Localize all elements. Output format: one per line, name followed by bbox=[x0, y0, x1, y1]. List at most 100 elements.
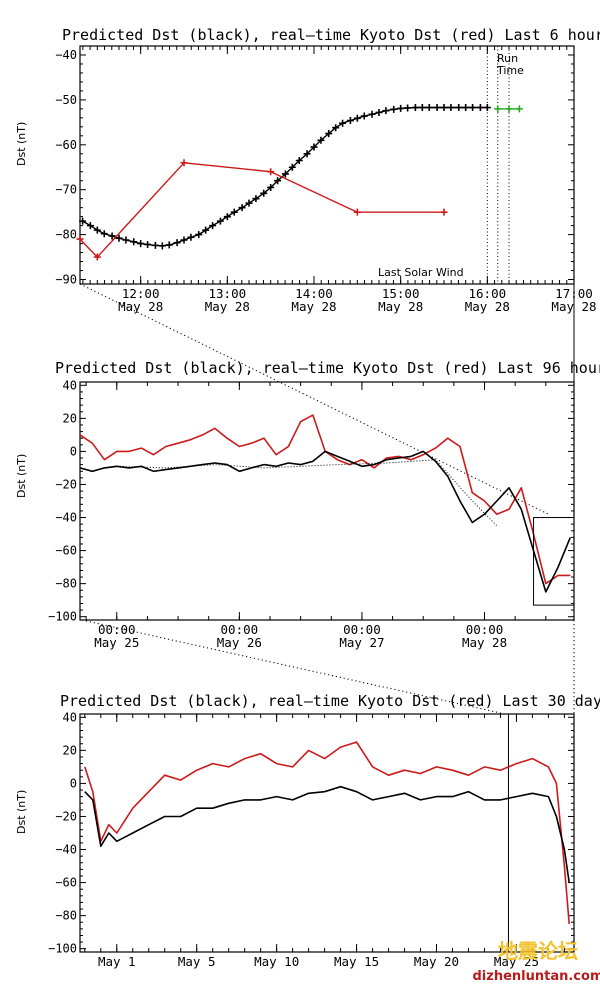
data-point bbox=[382, 107, 390, 115]
data-point bbox=[151, 241, 159, 249]
series-line-predicted-dst bbox=[79, 450, 572, 593]
y-ticks: −90 −80 −70 −60 −50 −40 bbox=[55, 48, 574, 287]
x-tick-sublabel: May 28 bbox=[378, 299, 423, 314]
data-point bbox=[440, 208, 448, 216]
panel-last-96-hours: Predicted Dst (black), real—time Kyoto D… bbox=[15, 359, 600, 650]
x-tick-label: 17:00 bbox=[555, 286, 593, 301]
x-tick-sublabel: May 28 bbox=[118, 299, 163, 314]
y-tick-label: −60 bbox=[55, 876, 77, 890]
y-tick-label: 20 bbox=[63, 743, 77, 757]
x-tick-label: 12:00 bbox=[122, 286, 160, 301]
panel-title: Predicted Dst (black), real—time Kyoto D… bbox=[55, 359, 600, 377]
y-tick-label: −90 bbox=[55, 273, 77, 287]
data-point bbox=[86, 222, 94, 230]
y-tick-label: −40 bbox=[55, 48, 77, 62]
data-point bbox=[238, 204, 246, 212]
x-tick-sublabel: May 28 bbox=[462, 635, 507, 650]
series bbox=[79, 414, 572, 593]
data-point bbox=[346, 117, 354, 125]
x-tick-label: May 10 bbox=[254, 954, 299, 969]
y-tick-label: −100 bbox=[48, 610, 77, 624]
data-point bbox=[93, 226, 101, 234]
y-axis-label: Dst (nT) bbox=[15, 122, 28, 166]
run-time-label-2: Time bbox=[496, 64, 524, 77]
data-point bbox=[310, 143, 318, 151]
y-axis-label: Dst (nT) bbox=[15, 790, 28, 834]
series-line-kyoto-dst bbox=[84, 741, 570, 924]
data-point bbox=[469, 104, 477, 112]
y-tick-label: −100 bbox=[48, 942, 77, 956]
data-point bbox=[339, 119, 347, 127]
watermark: 地震论坛 dizhenluntan.com bbox=[473, 939, 600, 984]
x-tick-label: 00:00 bbox=[343, 622, 381, 637]
data-point bbox=[223, 213, 231, 221]
y-tick-label: 20 bbox=[63, 411, 77, 425]
data-point bbox=[447, 104, 455, 112]
data-point bbox=[267, 168, 275, 176]
data-point bbox=[180, 159, 188, 167]
data-point bbox=[209, 222, 217, 230]
data-point bbox=[317, 136, 325, 144]
data-point bbox=[216, 217, 224, 225]
x-tick-label: 13:00 bbox=[209, 286, 247, 301]
y-tick-label: 0 bbox=[70, 444, 77, 458]
data-point bbox=[360, 112, 368, 120]
x-tick-sublabel: May 27 bbox=[339, 635, 384, 650]
x-tick-sublabel: May 28 bbox=[205, 299, 250, 314]
panel-title: Predicted Dst (black), real—time Kyoto D… bbox=[62, 26, 600, 44]
data-point bbox=[325, 130, 333, 138]
data-point bbox=[173, 239, 181, 247]
y-tick-label: 40 bbox=[63, 710, 77, 724]
data-point bbox=[130, 238, 138, 246]
data-point bbox=[281, 170, 289, 178]
panel-last-30-days: Predicted Dst (black), real—time Kyoto D… bbox=[15, 692, 600, 969]
data-point bbox=[93, 253, 101, 261]
x-ticks: May 1 May 5 May 10 May 15 May 20 May 25 bbox=[84, 714, 565, 969]
data-point bbox=[260, 189, 268, 197]
data-point bbox=[425, 104, 433, 112]
data-point bbox=[483, 104, 491, 112]
time-markers bbox=[486, 46, 510, 284]
data-point bbox=[515, 105, 523, 113]
data-point bbox=[288, 163, 296, 171]
data-point bbox=[353, 114, 361, 122]
y-axis-label: Dst (nT) bbox=[15, 454, 28, 498]
data-point bbox=[404, 104, 412, 112]
data-point bbox=[267, 183, 275, 191]
x-tick-label: 00:00 bbox=[466, 622, 504, 637]
data-point bbox=[411, 104, 419, 112]
watermark-title: 地震论坛 bbox=[498, 939, 578, 963]
y-ticks: −100 −80 −60 −40 −20 0 20 40 bbox=[48, 378, 574, 624]
x-tick-sublabel: May 25 bbox=[94, 635, 139, 650]
y-tick-label: −60 bbox=[55, 544, 77, 558]
data-point bbox=[274, 177, 282, 185]
data-point bbox=[144, 240, 152, 248]
y-tick-label: −80 bbox=[55, 228, 77, 242]
data-point bbox=[494, 105, 502, 113]
data-point bbox=[245, 199, 253, 207]
y-tick-label: −70 bbox=[55, 183, 77, 197]
y-tick-label: 40 bbox=[63, 378, 77, 392]
y-tick-label: −20 bbox=[55, 809, 77, 823]
data-point bbox=[100, 230, 108, 238]
data-point bbox=[137, 240, 145, 248]
data-point bbox=[353, 208, 361, 216]
data-point bbox=[390, 105, 398, 113]
data-point bbox=[368, 110, 376, 118]
data-point bbox=[440, 104, 448, 112]
data-point bbox=[76, 235, 84, 243]
x-tick-sublabel: May 28 bbox=[291, 299, 336, 314]
data-point bbox=[455, 104, 463, 112]
data-point bbox=[108, 232, 116, 240]
data-point bbox=[158, 242, 166, 250]
data-point bbox=[195, 231, 203, 239]
y-tick-label: −40 bbox=[55, 843, 77, 857]
panel-last-6-hours: Predicted Dst (black), real—time Kyoto D… bbox=[15, 26, 600, 314]
zoom-box bbox=[533, 517, 575, 606]
data-point bbox=[165, 241, 173, 249]
x-tick-label: May 20 bbox=[414, 954, 459, 969]
x-tick-label: 00:00 bbox=[221, 622, 259, 637]
x-tick-label: May 1 bbox=[98, 954, 136, 969]
x-tick-label: May 5 bbox=[178, 954, 216, 969]
